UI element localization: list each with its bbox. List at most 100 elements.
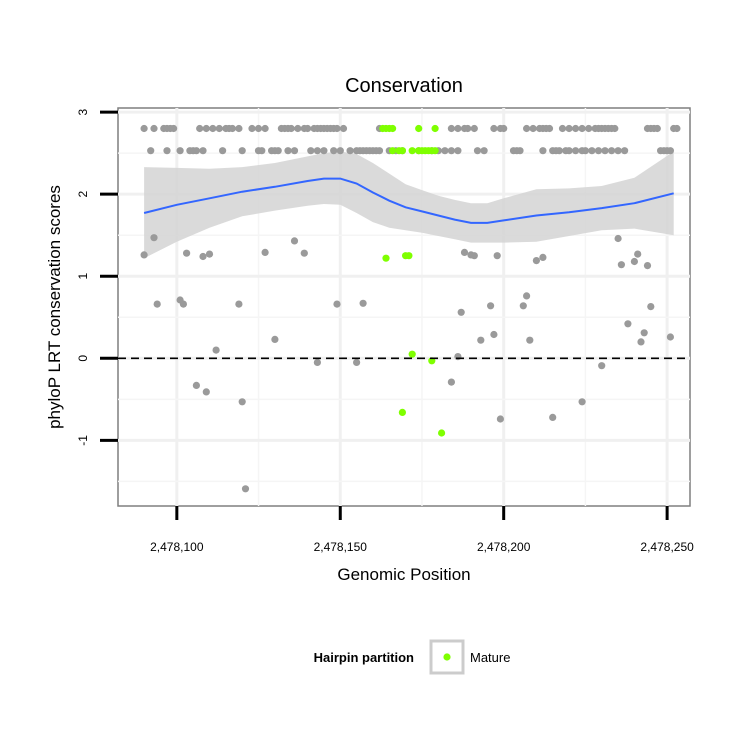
other-point <box>346 147 354 155</box>
other-point <box>313 147 321 155</box>
other-point <box>621 147 629 155</box>
other-point <box>150 234 158 242</box>
other-point <box>163 147 171 155</box>
other-point <box>248 124 256 133</box>
other-point <box>454 147 462 155</box>
other-point <box>238 147 246 155</box>
other-point <box>192 381 200 389</box>
other-point <box>212 346 220 354</box>
other-point <box>558 124 567 133</box>
other-point <box>572 147 580 155</box>
other-point <box>477 336 485 344</box>
other-point <box>153 300 161 308</box>
mature-point <box>415 124 423 133</box>
other-point <box>470 252 478 260</box>
y-tick-label: 3 <box>76 108 90 115</box>
other-point <box>594 147 603 155</box>
other-point <box>617 261 626 269</box>
other-point <box>614 234 622 243</box>
other-point <box>480 147 488 155</box>
legend-title: Hairpin partition <box>314 650 414 665</box>
other-point <box>529 124 537 133</box>
mature-point <box>398 147 406 155</box>
mature-point <box>408 350 416 358</box>
mature-point <box>382 254 390 262</box>
y-tick-label: 1 <box>76 273 90 280</box>
y-axis-title: phyloP LRT conservation scores <box>45 185 64 429</box>
x-tick-label: 2,478,150 <box>314 540 368 554</box>
other-point <box>643 262 652 270</box>
other-point <box>261 248 269 256</box>
other-point <box>290 237 299 245</box>
y-tick-label: 2 <box>76 191 90 198</box>
other-point <box>140 251 148 259</box>
legend-label-mature: Mature <box>470 650 510 665</box>
other-point <box>578 124 586 133</box>
x-tick-label: 2,478,200 <box>477 540 531 554</box>
y-tick-label: 0 <box>76 355 90 362</box>
other-point <box>228 124 236 133</box>
other-point <box>199 252 207 261</box>
other-point <box>238 398 246 406</box>
other-point <box>336 147 344 155</box>
confidence-band <box>144 151 674 259</box>
other-point <box>666 333 675 341</box>
other-point <box>447 147 455 155</box>
other-point <box>140 124 148 133</box>
other-point <box>150 124 158 133</box>
other-point <box>454 124 462 133</box>
other-point <box>666 147 675 155</box>
other-point <box>215 124 223 133</box>
other-point <box>284 147 292 155</box>
other-point <box>565 147 573 155</box>
other-point <box>258 147 266 155</box>
other-points <box>140 124 681 493</box>
other-point <box>170 124 178 133</box>
other-point <box>254 124 263 133</box>
other-point <box>634 250 642 258</box>
other-point <box>526 336 534 344</box>
other-point <box>500 124 508 133</box>
mature-point <box>431 124 439 133</box>
mature-point <box>408 147 416 155</box>
other-point <box>339 124 348 133</box>
other-point <box>307 147 315 155</box>
other-point <box>183 249 191 257</box>
mature-point <box>389 124 397 133</box>
other-point <box>673 124 681 133</box>
other-point <box>578 398 586 406</box>
other-point <box>585 124 593 133</box>
other-point <box>192 147 200 155</box>
other-point <box>464 124 472 133</box>
other-point <box>523 292 531 300</box>
other-point <box>653 124 661 133</box>
other-point <box>496 415 504 423</box>
legend: Hairpin partition Mature <box>314 639 510 675</box>
other-point <box>539 253 547 261</box>
other-point <box>601 147 609 155</box>
other-point <box>611 124 619 133</box>
mature-point <box>438 429 446 437</box>
other-point <box>519 302 527 310</box>
other-point <box>353 358 361 366</box>
other-point <box>333 300 341 308</box>
other-point <box>555 147 563 155</box>
other-point <box>287 124 295 133</box>
other-point <box>304 124 312 133</box>
other-point <box>647 303 655 311</box>
other-point <box>614 147 622 155</box>
other-point <box>333 124 341 133</box>
other-point <box>549 413 557 421</box>
other-point <box>473 147 482 155</box>
mature-points <box>379 124 446 437</box>
other-point <box>545 124 554 133</box>
other-point <box>581 147 590 155</box>
other-point <box>359 299 367 307</box>
other-point <box>523 124 531 133</box>
other-point <box>271 335 279 343</box>
x-axis: 2,478,100 2,478,150 2,478,200 2,478,250 <box>150 506 694 554</box>
other-point <box>624 320 632 328</box>
other-point <box>572 124 580 133</box>
other-point <box>490 330 498 339</box>
other-point <box>176 147 184 155</box>
